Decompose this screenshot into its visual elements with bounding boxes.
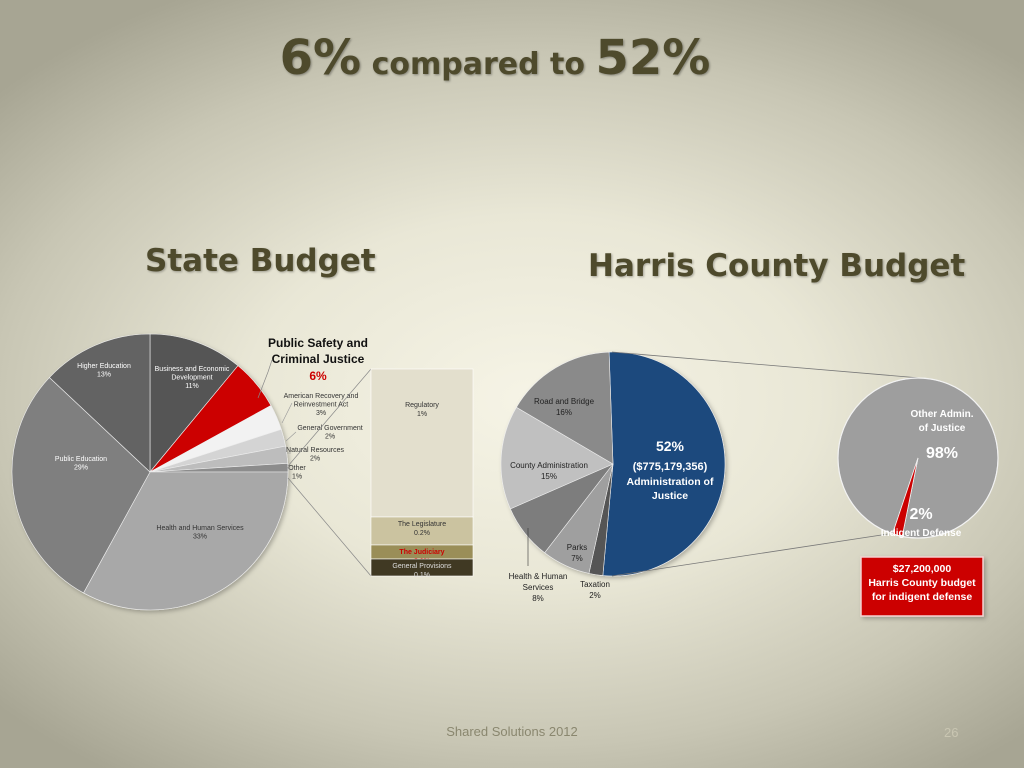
county-label-taxation: Taxation 2%	[580, 580, 610, 600]
breakout-segment-regulatory	[370, 368, 474, 518]
breakout-label-the-legislature: The Legislature 0.2%	[398, 521, 446, 537]
state-slice-higher-education	[48, 333, 151, 473]
state-other-breakout-bar: Regulatory 1%The Legislature 0.2%The Judic…	[287, 368, 474, 579]
county-label-justice-amount: ($775,179,356)	[633, 461, 708, 473]
callout-amount: $27,200,000	[893, 563, 952, 575]
state-slice-public-education	[11, 377, 151, 594]
footer-text: Shared Solutions 2012	[446, 724, 578, 739]
breakout-segment-general-provisions	[370, 558, 474, 577]
state-label-higher-education: Higher Education 13%	[77, 363, 131, 379]
county-label-road-and-bridge: Road and Bridge 16%	[534, 397, 595, 417]
state-label-natural-resources: Natural Resources 2%	[286, 447, 344, 463]
state-leader-other	[286, 466, 291, 471]
county-label-county-administration: County Administration 15%	[510, 461, 588, 481]
state-label-business-and-economic-development: Business and Economic Development 11%	[155, 366, 230, 390]
indigent-defense-callout: $27,200,000 Harris County budget for ind…	[860, 556, 984, 617]
county-label-justice-name: Administration of Justice	[627, 476, 714, 502]
state-label-public-safety: Public Safety and Criminal Justice	[268, 336, 368, 366]
county-connector-top	[611, 351, 933, 380]
title-left-pct: 6%	[279, 30, 362, 86]
state-leader-public-safety	[257, 359, 273, 399]
title-right-pct: 52%	[595, 30, 711, 86]
county-slice-county-administration	[500, 406, 614, 510]
state-label-public-safety-pct: 6%	[309, 369, 327, 383]
callout-line-2: Harris County budget	[868, 577, 976, 589]
breakout-connector-bottom	[287, 477, 372, 577]
breakout-label-general-provisions: General Provisions 0.1%	[392, 563, 452, 579]
county-label-health-human-services: Health & Human Services 8%	[509, 572, 568, 603]
breakout-label-regulatory: Regulatory 1%	[405, 402, 439, 418]
page-number: 26	[944, 725, 959, 740]
state-label-public-education: Public Education 29%	[55, 456, 107, 472]
slide-title: 6% compared to 52%	[0, 30, 990, 86]
county-slice-road-and-bridge	[515, 351, 614, 465]
state-label-health-and-human-services: Health and Human Services 33%	[156, 525, 244, 541]
state-leader-general-government	[285, 431, 297, 442]
county-slice-administration-of-justice	[602, 351, 726, 577]
county-justice-breakout-pie: Other Admin. of Justice 98% 2% Indigent Defe…	[611, 351, 999, 577]
county-breakout-rim	[837, 377, 999, 539]
county-label-parks: Parks 7%	[567, 543, 587, 563]
callout-box	[860, 556, 984, 617]
county-breakout-label-other: Other Admin. of Justice	[911, 409, 974, 434]
county-label-justice-pct: 52%	[656, 438, 685, 454]
breakout-connector-top	[287, 368, 372, 467]
state-budget-labels: Business and Economic Development 11% Highe…	[55, 336, 368, 541]
title-middle: compared to	[361, 47, 596, 82]
state-label-other: Other 1%	[288, 465, 306, 481]
county-budget-pie	[500, 351, 726, 577]
callout-line-3: for indigent defense	[872, 591, 973, 603]
state-leader-american-recovery-and-reinvestment-act	[281, 402, 293, 424]
state-label-general-government: General Government 2%	[297, 425, 362, 441]
state-label-american-recovery-and-reinvestment-act: American Recovery and Reinvestment Act 3%	[284, 393, 359, 417]
state-budget-pie	[11, 333, 289, 611]
state-slice-health-and-human-services	[83, 471, 289, 611]
county-breakout-pct-indigent: 2%	[909, 506, 932, 523]
state-slice-business-and-economic-development	[149, 333, 239, 473]
county-breakout-pct-other: 98%	[926, 445, 958, 462]
state-budget-heading: State Budget	[145, 243, 376, 279]
county-budget-heading: Harris County Budget	[588, 248, 966, 284]
county-connector-bottom	[611, 533, 889, 577]
county-breakout-label-indigent: Indigent Defense	[881, 528, 962, 539]
breakout-segment-the-legislature	[370, 516, 474, 546]
county-budget-labels: 52% ($775,179,356) Administration of Justic…	[509, 397, 714, 603]
